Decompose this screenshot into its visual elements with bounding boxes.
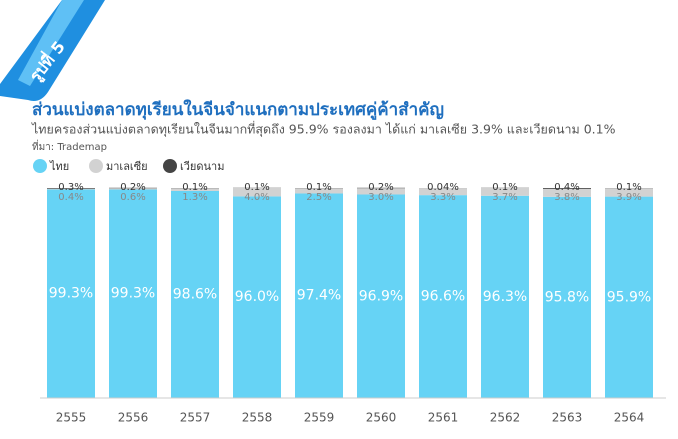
- bar-segment: [47, 188, 95, 190]
- value-label: 3.8%: [554, 192, 579, 203]
- value-label: 99.3%: [49, 286, 93, 302]
- value-label: 0.2%: [368, 182, 393, 193]
- value-label: 3.9%: [616, 192, 641, 203]
- chart-title: ส่วนแบ่งตลาดทุเรียนในจีนจำแนกตามประเทศคู…: [32, 99, 444, 121]
- x-tick-label: 2556: [118, 411, 149, 425]
- bar-segment: [233, 188, 281, 197]
- value-label: 96.3%: [483, 289, 527, 305]
- x-tick-label: 2559: [304, 411, 335, 425]
- value-label: 0.6%: [120, 192, 145, 203]
- chart-subtitle: ไทยครองส่วนแบ่งตลาดทุเรียนในจีนมากที่สุด…: [31, 121, 616, 138]
- bar-segment: [109, 188, 157, 190]
- bar-segment: [171, 190, 219, 398]
- x-tick-label: 2560: [366, 411, 397, 425]
- x-tick-label: 2563: [552, 411, 583, 425]
- bar-segment: [605, 188, 653, 197]
- value-label: 95.8%: [545, 289, 589, 305]
- legend-label: เวียดนาม: [180, 160, 224, 173]
- value-label: 96.9%: [359, 288, 403, 304]
- value-label: 0.04%: [427, 182, 459, 193]
- source: ที่มา: Trademap: [32, 139, 107, 153]
- value-label: 1.3%: [182, 192, 207, 203]
- bar-segment: [109, 189, 157, 398]
- value-label: 0.3%: [58, 182, 83, 193]
- value-label: 96.0%: [235, 289, 279, 305]
- value-label: 0.1%: [492, 182, 517, 193]
- legend-swatch: [33, 159, 47, 173]
- value-label: 2.5%: [306, 192, 331, 203]
- bar-segment: [295, 193, 343, 398]
- bar-segment: [481, 195, 529, 398]
- value-label: 0.2%: [120, 182, 145, 193]
- value-label: 3.7%: [492, 192, 517, 203]
- bar-segment: [171, 188, 219, 191]
- x-tick-label: 2555: [56, 411, 87, 425]
- value-label: 3.3%: [430, 192, 455, 203]
- value-label: 0.4%: [58, 192, 83, 203]
- legend-label: มาเลเซีย: [106, 160, 148, 173]
- value-label: 99.3%: [111, 286, 155, 302]
- value-label: 0.1%: [306, 182, 331, 193]
- legend-swatch: [89, 159, 103, 173]
- value-label: 97.4%: [297, 288, 341, 304]
- value-label: 0.1%: [244, 182, 269, 193]
- badge-ribbon-highlight: [18, 0, 84, 86]
- bar-segment: [543, 188, 591, 189]
- bar-segment: [357, 188, 405, 195]
- value-label: 98.6%: [173, 286, 217, 302]
- bar-segment: [47, 188, 95, 189]
- bar-segment: [543, 196, 591, 398]
- bar-segment: [233, 196, 281, 398]
- bar-segment: [357, 194, 405, 398]
- bar-segment: [605, 196, 653, 398]
- bar-segment: [419, 195, 467, 398]
- value-label: 3.0%: [368, 192, 393, 203]
- value-label: 96.6%: [421, 289, 465, 305]
- bar-segment: [47, 189, 95, 398]
- legend-label: ไทย: [49, 160, 69, 173]
- value-label: 95.9%: [607, 289, 651, 305]
- x-tick-label: 2558: [242, 411, 273, 425]
- x-tick-label: 2557: [180, 411, 211, 425]
- bar-segment: [481, 188, 529, 196]
- x-tick-label: 2564: [614, 411, 645, 425]
- x-tick-label: 2562: [490, 411, 521, 425]
- bar-segment: [419, 188, 467, 196]
- value-label: 0.1%: [182, 182, 207, 193]
- x-tick-label: 2561: [428, 411, 459, 425]
- value-label: 0.1%: [616, 182, 641, 193]
- value-label: 4.0%: [244, 192, 269, 203]
- bar-segment: [295, 188, 343, 194]
- value-label: 0.4%: [554, 182, 579, 193]
- legend-swatch: [163, 159, 177, 173]
- bar-segment: [543, 188, 591, 197]
